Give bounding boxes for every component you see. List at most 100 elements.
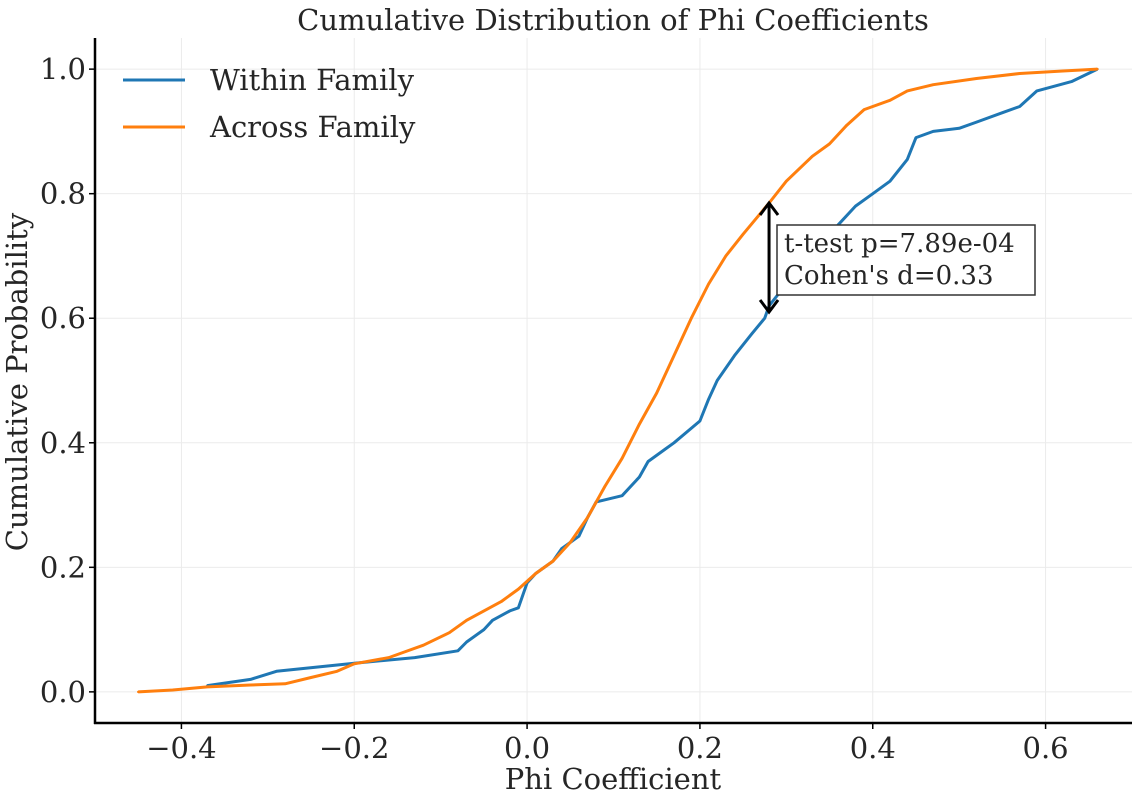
legend-label: Across Family bbox=[209, 110, 416, 144]
axes bbox=[93, 38, 1132, 725]
arrow-head-bottom bbox=[758, 299, 780, 315]
data-point bbox=[603, 485, 607, 488]
data-point bbox=[456, 649, 460, 652]
data-point bbox=[335, 670, 339, 673]
data-point bbox=[785, 180, 788, 183]
data-point bbox=[1018, 72, 1021, 75]
data-point bbox=[707, 398, 710, 401]
data-point bbox=[404, 650, 408, 653]
data-point bbox=[932, 130, 935, 133]
x-tick-label: 0.2 bbox=[677, 731, 723, 765]
annotation-text: t-test p=7.89e-04 bbox=[784, 229, 1015, 259]
annotation-text: Cohen's d=0.33 bbox=[784, 261, 994, 291]
y-tick-label: 0.4 bbox=[40, 426, 86, 460]
data-point bbox=[646, 460, 650, 463]
data-point bbox=[353, 662, 356, 665]
data-point bbox=[828, 142, 831, 146]
data-point bbox=[914, 136, 918, 139]
data-point bbox=[275, 670, 278, 673]
data-point bbox=[465, 640, 468, 644]
data-point bbox=[249, 678, 252, 681]
x-tick-label: 0.6 bbox=[1023, 731, 1069, 765]
data-point bbox=[698, 419, 702, 423]
series-points-across-family bbox=[137, 67, 1099, 694]
data-point bbox=[845, 124, 848, 127]
data-point bbox=[1070, 80, 1073, 83]
data-point bbox=[862, 108, 866, 111]
data-point bbox=[517, 606, 520, 609]
data-point bbox=[741, 233, 745, 236]
x-axis-label: Phi Coefficient bbox=[505, 762, 722, 796]
data-point bbox=[577, 535, 581, 538]
data-point bbox=[750, 332, 753, 335]
x-tick-label: −0.4 bbox=[146, 731, 216, 765]
annotation-box bbox=[776, 224, 1036, 296]
data-point bbox=[500, 600, 503, 603]
series-line-within-family bbox=[207, 67, 1099, 688]
data-point bbox=[448, 631, 451, 634]
data-point bbox=[1061, 69, 1065, 73]
data-point bbox=[620, 494, 624, 497]
data-point bbox=[638, 422, 641, 426]
series-line-across-family bbox=[138, 67, 1098, 694]
data-point bbox=[888, 99, 892, 102]
y-tick-label: 0.0 bbox=[40, 675, 86, 709]
data-point bbox=[1035, 89, 1039, 93]
data-point bbox=[906, 158, 909, 161]
ticks: −0.4 −0.2 0.0 0.2 0.4 0.6 0.0 0.2 0.4 0.6 0.8 1.0 bbox=[40, 52, 1069, 765]
x-tick-label: 0.0 bbox=[504, 731, 550, 765]
data-point bbox=[206, 685, 209, 689]
data-point bbox=[906, 89, 909, 93]
data-point bbox=[387, 656, 390, 659]
y-axis-label: Cumulative Probability bbox=[0, 212, 34, 551]
x-tick-label: −0.2 bbox=[319, 731, 389, 765]
data-point bbox=[664, 447, 667, 451]
data-point bbox=[534, 572, 537, 575]
data-point bbox=[655, 391, 658, 395]
data-point bbox=[491, 619, 494, 622]
data-point bbox=[888, 180, 892, 183]
y-tick-label: 1.0 bbox=[40, 52, 86, 86]
data-point bbox=[413, 656, 416, 659]
data-point bbox=[171, 688, 174, 692]
data-point bbox=[975, 120, 978, 124]
data-point bbox=[620, 457, 624, 460]
data-point bbox=[1096, 67, 1099, 71]
data-point bbox=[716, 379, 719, 382]
data-point bbox=[958, 127, 961, 130]
data-point bbox=[422, 644, 425, 647]
data-point bbox=[465, 619, 468, 622]
data-point bbox=[586, 516, 589, 519]
y-tick-label: 0.6 bbox=[40, 301, 86, 335]
data-point bbox=[569, 541, 572, 544]
data-point bbox=[283, 682, 287, 685]
data-point bbox=[811, 155, 814, 158]
data-point bbox=[638, 475, 641, 479]
data-point bbox=[672, 441, 676, 444]
y-tick-label: 0.8 bbox=[40, 177, 86, 211]
series-layer bbox=[137, 67, 1099, 694]
data-point bbox=[508, 609, 511, 613]
y-tick-label: 0.2 bbox=[40, 550, 86, 584]
data-point bbox=[309, 676, 313, 679]
data-point bbox=[871, 192, 874, 195]
data-point bbox=[724, 254, 727, 258]
data-point bbox=[249, 683, 252, 687]
legend-label: Within Family bbox=[210, 63, 415, 97]
data-point bbox=[672, 354, 676, 357]
series-points-within-family bbox=[206, 67, 1099, 687]
data-point bbox=[733, 354, 736, 357]
data-point bbox=[551, 559, 555, 563]
chart-title: Cumulative Distribution of Phi Coefficie… bbox=[297, 3, 929, 37]
legend: Within Family Across Family bbox=[123, 63, 416, 144]
data-point bbox=[1001, 111, 1004, 114]
data-point bbox=[854, 204, 857, 208]
data-point bbox=[517, 587, 520, 591]
data-point bbox=[975, 77, 978, 80]
arrow-head-top bbox=[758, 200, 780, 216]
grid bbox=[95, 38, 1132, 723]
data-point bbox=[707, 282, 710, 286]
data-point bbox=[482, 609, 486, 613]
